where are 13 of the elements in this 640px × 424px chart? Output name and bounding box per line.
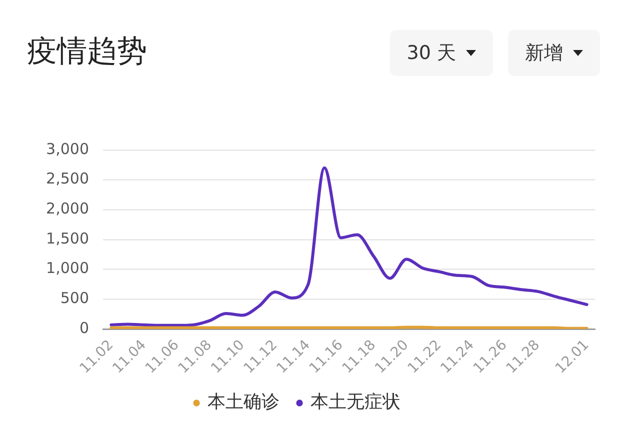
line-series: [110, 166, 588, 327]
y-tick-label: 1,500: [46, 229, 89, 248]
legend-label: 本土无症状: [310, 392, 400, 413]
y-tick-label: 3,000: [46, 140, 89, 158]
y-tick-label: 2,500: [46, 170, 89, 188]
legend-label: 本土确诊: [208, 392, 280, 413]
chart-title: 疫情趋势: [27, 34, 147, 70]
dropdown-button: 新增: [508, 30, 600, 76]
y-tick-label: 500: [60, 289, 89, 308]
y-tick-label: 2,000: [46, 200, 89, 218]
dropdown-button: 30 天: [390, 30, 493, 76]
y-tick-label: 1,000: [46, 259, 89, 278]
y-tick-label: 0: [79, 318, 89, 337]
